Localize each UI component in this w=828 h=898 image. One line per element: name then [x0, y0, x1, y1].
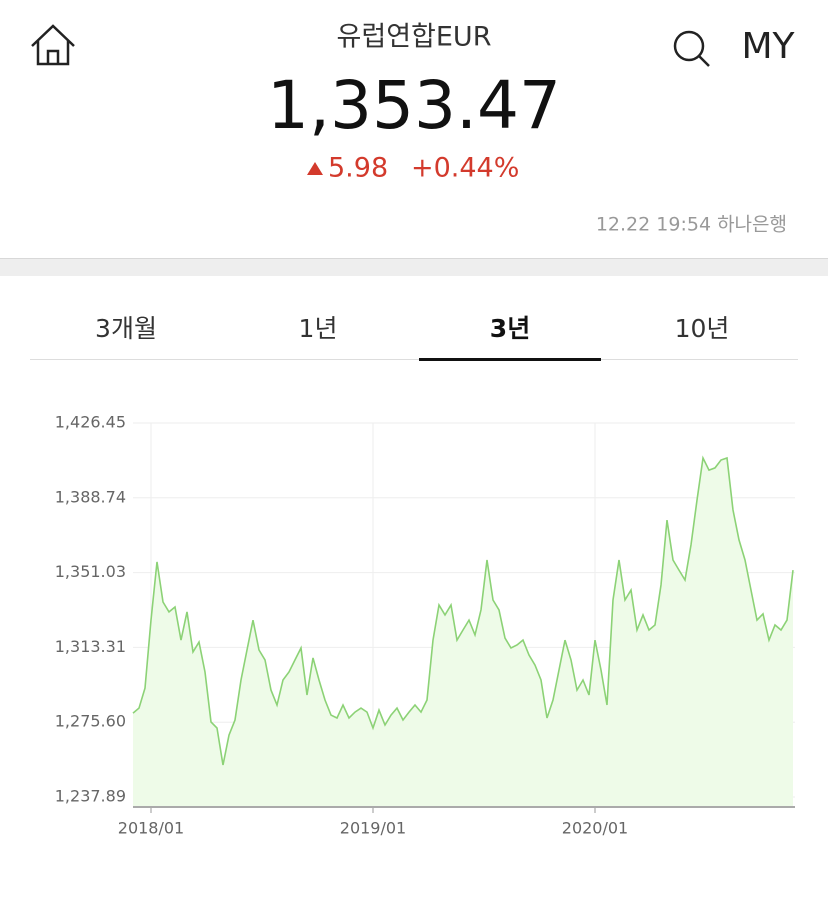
tab[interactable]: 3개월: [95, 314, 157, 343]
line: [132, 455, 794, 766]
y-tick-label: 1,426.45: [55, 413, 126, 432]
y-tick-label: 1,237.89: [55, 787, 126, 806]
chart: 1,237.89 1,275.60 1,313.31 1,351.03 1,388.74…: [55, 413, 795, 838]
page-title: 유럽연합EUR: [337, 22, 492, 53]
x-tick-label: 2019/01: [340, 819, 406, 838]
x-tick-label: 2018/01: [118, 819, 184, 838]
y-tick-label: 1,313.31: [55, 637, 126, 656]
search-icon[interactable]: [673, 30, 705, 62]
tab[interactable]: 3년: [490, 314, 530, 343]
my-button[interactable]: MY: [741, 26, 795, 67]
tab[interactable]: 1년: [299, 314, 338, 343]
area: [133, 458, 793, 807]
timestamp: 12.22 19:54 하나은행: [596, 214, 787, 236]
home-button[interactable]: [31, 24, 75, 66]
up-triangle: [307, 162, 323, 175]
y-tick-label: 1,388.74: [55, 487, 126, 506]
home-icon[interactable]: [31, 24, 75, 66]
tab-active-underline: [419, 358, 601, 361]
change-percent: +0.44%: [411, 153, 519, 184]
x-tick-label: 2020/01: [562, 819, 628, 838]
tab[interactable]: 10년: [675, 314, 730, 343]
y-tick-label: 1,351.03: [55, 562, 126, 581]
price: 1,353.47: [267, 67, 561, 144]
search-button[interactable]: [673, 30, 710, 67]
tabs: 3개월 1년 3년 10년: [95, 314, 729, 361]
header-bg: [0, 0, 828, 258]
y-tick-label: 1,275.60: [55, 712, 126, 731]
divider-band: [0, 258, 828, 276]
change: 5.98: [328, 153, 388, 184]
search-handle[interactable]: [698, 55, 710, 67]
